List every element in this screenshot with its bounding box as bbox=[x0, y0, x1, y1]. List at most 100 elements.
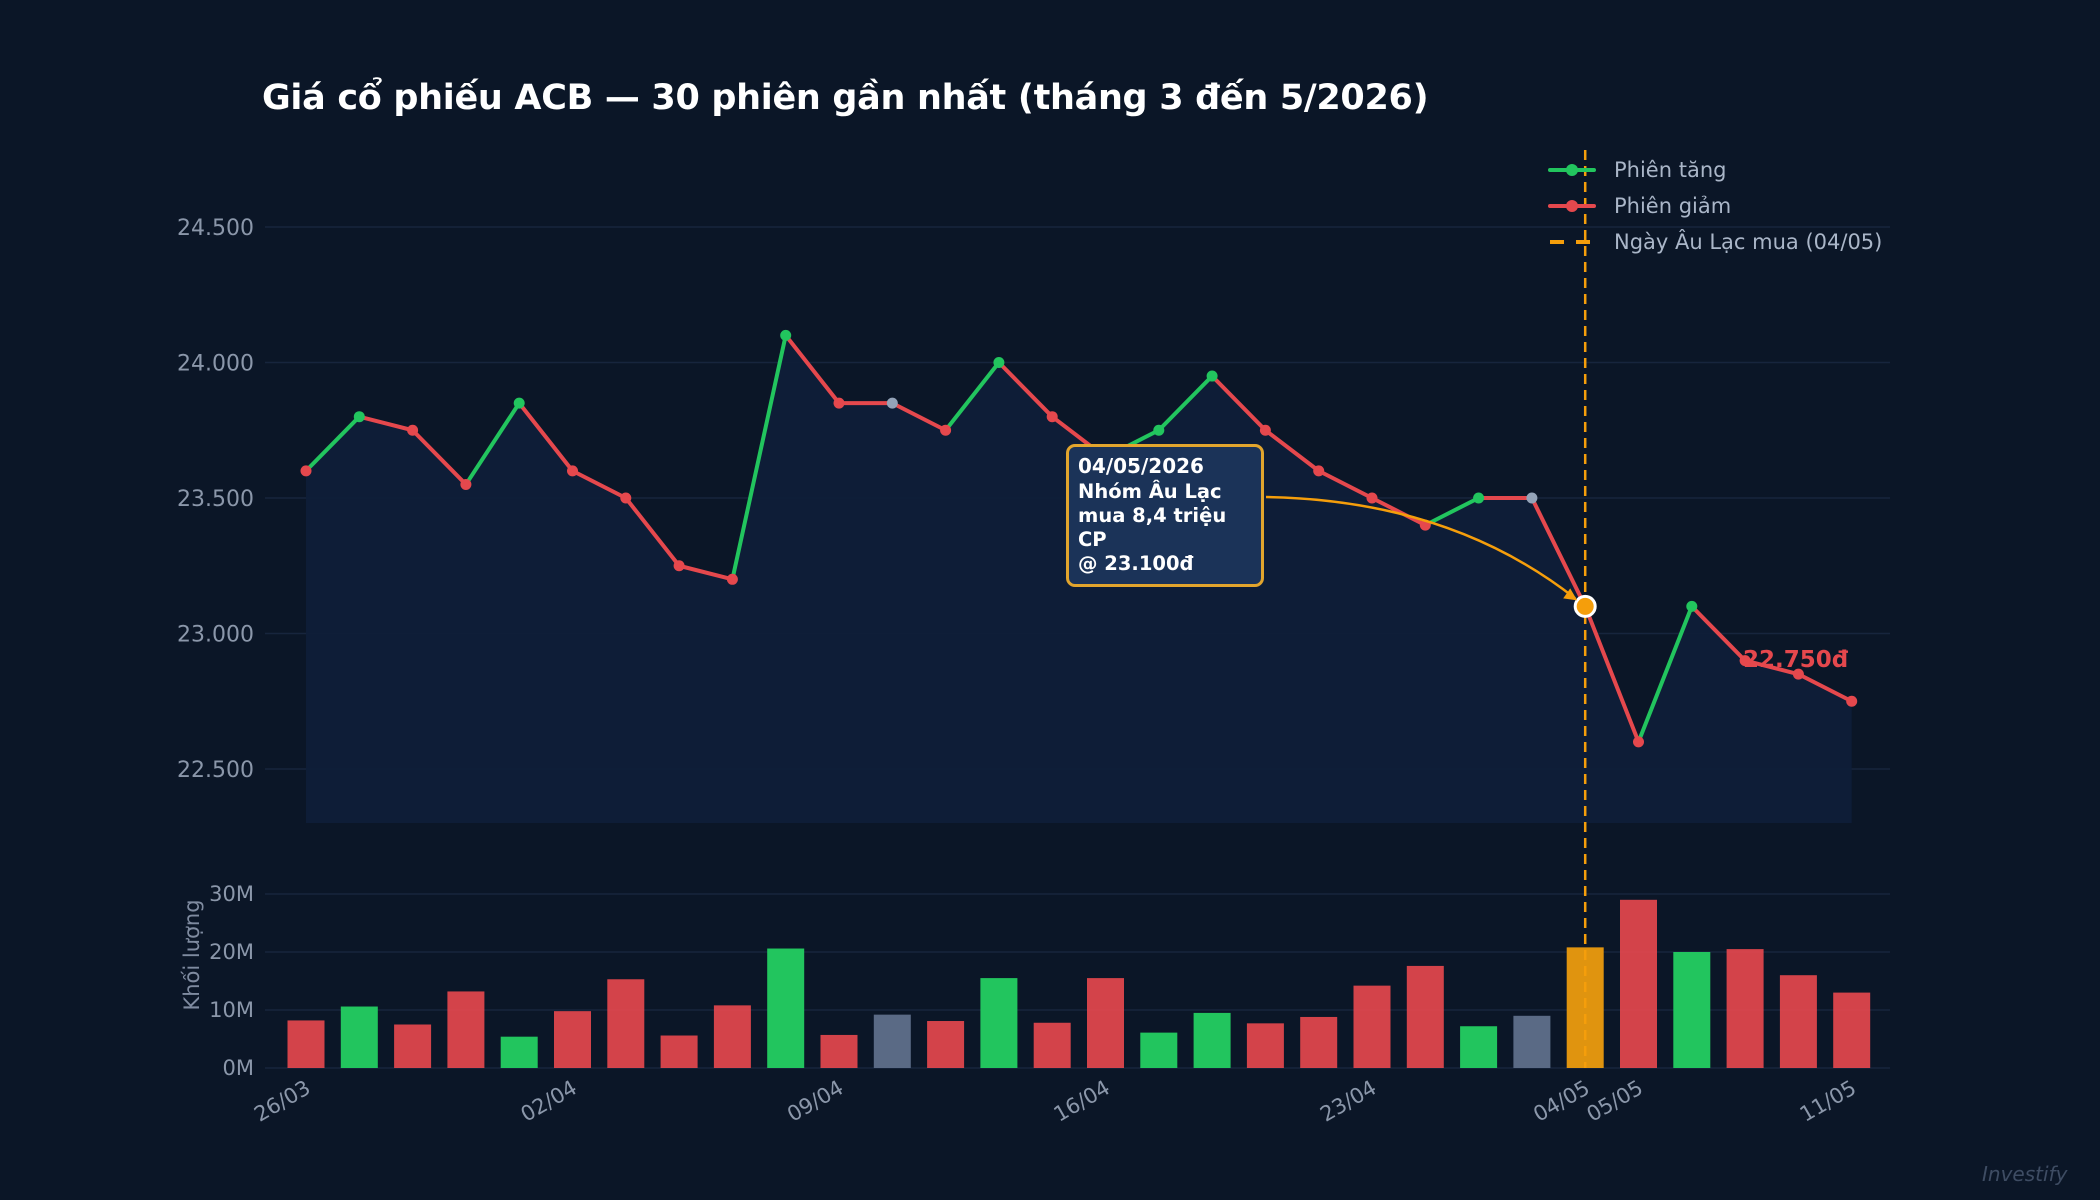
price-point bbox=[620, 492, 632, 504]
price-line-segment bbox=[996, 360, 1055, 419]
price-point bbox=[1739, 655, 1751, 667]
volume-bar bbox=[394, 1024, 432, 1068]
volume-bars bbox=[287, 899, 1871, 1068]
x-tick-label: 16/04 bbox=[1050, 1076, 1114, 1127]
volume-bar bbox=[1726, 949, 1764, 1068]
volume-bar bbox=[1460, 1026, 1498, 1068]
x-tick-label: 09/04 bbox=[783, 1076, 847, 1127]
price-point bbox=[1526, 492, 1538, 504]
volume-y-tick-label: 0M bbox=[223, 1056, 254, 1080]
price-line-segment bbox=[1210, 374, 1268, 433]
price-line-segment bbox=[570, 468, 628, 500]
price-line-segment bbox=[1636, 604, 1694, 744]
legend-label-up: Phiên tăng bbox=[1614, 158, 1727, 182]
price-point bbox=[460, 478, 472, 490]
price-point bbox=[1313, 465, 1325, 477]
x-tick-label: 11/05 bbox=[1796, 1076, 1860, 1127]
volume-bar bbox=[1033, 1022, 1071, 1068]
volume-bar bbox=[500, 1036, 538, 1068]
price-point bbox=[1153, 424, 1165, 436]
price-point bbox=[1686, 600, 1698, 612]
event-callout: 04/05/2026 Nhóm Âu Lạc mua 8,4 triệu CP … bbox=[1066, 444, 1264, 587]
price-y-tick-label: 24.500 bbox=[177, 216, 254, 241]
x-tick-label: 26/03 bbox=[250, 1076, 314, 1127]
legend-label-down: Phiên giảm bbox=[1614, 194, 1732, 218]
volume-bar bbox=[1833, 992, 1871, 1068]
price-point bbox=[407, 424, 419, 436]
price-y-ticks: 22.500 23.000 23.500 24.000 24.500 bbox=[177, 216, 254, 783]
price-line-segment bbox=[890, 401, 948, 433]
legend-item-up: Phiên tăng bbox=[1548, 152, 1882, 188]
volume-y-label: Khối lượng bbox=[180, 899, 204, 1010]
volume-bar bbox=[660, 1035, 698, 1068]
volume-bar bbox=[1300, 1016, 1338, 1068]
x-tick-label: 23/04 bbox=[1316, 1076, 1380, 1127]
price-line-segment bbox=[304, 414, 362, 473]
price-line-segment bbox=[1529, 496, 1588, 609]
volume-bar bbox=[554, 1011, 591, 1068]
price-line-segment bbox=[1743, 658, 1801, 677]
watermark: Investify bbox=[1982, 1162, 2068, 1186]
volume-bar bbox=[1620, 899, 1657, 1068]
legend-item-event: Ngày Âu Lạc mua (04/05) bbox=[1548, 224, 1882, 260]
price-point bbox=[1259, 424, 1271, 436]
price-y-tick-label: 24.000 bbox=[177, 352, 254, 377]
volume-bar bbox=[1406, 965, 1444, 1068]
price-line-segment bbox=[943, 360, 1001, 433]
price-point bbox=[780, 329, 792, 341]
price-point bbox=[993, 357, 1005, 368]
price-y-tick-label: 23.000 bbox=[177, 623, 254, 648]
price-point bbox=[1473, 492, 1485, 504]
volume-y-tick-label: 30M bbox=[209, 882, 254, 906]
volume-bar bbox=[447, 991, 485, 1068]
volume-bar bbox=[873, 1014, 911, 1068]
volume-bar bbox=[1353, 985, 1391, 1068]
price-line-segment bbox=[1423, 496, 1481, 528]
volume-bar bbox=[980, 978, 1018, 1068]
price-line-segment bbox=[730, 333, 788, 582]
price-line-segment bbox=[677, 563, 735, 582]
volume-bar bbox=[927, 1021, 965, 1068]
callout-date: 04/05/2026 bbox=[1078, 454, 1204, 478]
callout-arrow-line bbox=[1265, 495, 1576, 600]
volume-bar bbox=[607, 979, 645, 1068]
price-point bbox=[1633, 736, 1644, 748]
legend: Phiên tăng Phiên giảm Ngày Âu Lạc mua (0… bbox=[1548, 152, 1882, 260]
volume-y-tick-label: 10M bbox=[209, 998, 254, 1022]
legend-label-event: Ngày Âu Lạc mua (04/05) bbox=[1614, 230, 1883, 254]
price-line-segment bbox=[357, 414, 415, 433]
x-tick-label: 02/04 bbox=[517, 1076, 581, 1127]
volume-bar bbox=[1673, 952, 1711, 1068]
volume-bar bbox=[1193, 1012, 1231, 1068]
volume-bar bbox=[287, 1020, 325, 1068]
callout-line-2: mua 8,4 triệu CP bbox=[1078, 504, 1227, 551]
volume-y-tick-label: 20M bbox=[209, 940, 254, 964]
price-point bbox=[300, 465, 312, 477]
price-line-segment bbox=[1156, 374, 1215, 433]
price-point bbox=[726, 573, 738, 585]
price-line-segment bbox=[1583, 604, 1641, 744]
callout-arrow-head bbox=[1563, 588, 1578, 601]
x-tick-label: 04/05 bbox=[1529, 1076, 1593, 1127]
callout-line-3: @ 23.100đ bbox=[1078, 552, 1194, 575]
x-tick-label: 05/05 bbox=[1583, 1076, 1647, 1127]
price-line-segment bbox=[1796, 672, 1854, 704]
price-point bbox=[886, 397, 898, 409]
price-point bbox=[1846, 695, 1858, 707]
volume-bar bbox=[1087, 978, 1124, 1068]
price-point bbox=[833, 397, 845, 409]
callout-line-1: Nhóm Âu Lạc bbox=[1078, 480, 1222, 503]
price-line-segment bbox=[517, 401, 575, 473]
price-point bbox=[353, 411, 365, 423]
volume-bar bbox=[713, 1005, 751, 1068]
price-point bbox=[673, 560, 685, 572]
price-y-tick-label: 23.500 bbox=[177, 487, 254, 512]
event-price-point bbox=[1573, 594, 1597, 618]
price-y-tick-label: 22.500 bbox=[177, 758, 254, 783]
volume-bar bbox=[1140, 1032, 1178, 1068]
volume-bar bbox=[767, 948, 805, 1068]
price-point bbox=[1046, 411, 1058, 423]
price-line-segment bbox=[1370, 496, 1428, 528]
price-line-segment bbox=[623, 496, 682, 568]
